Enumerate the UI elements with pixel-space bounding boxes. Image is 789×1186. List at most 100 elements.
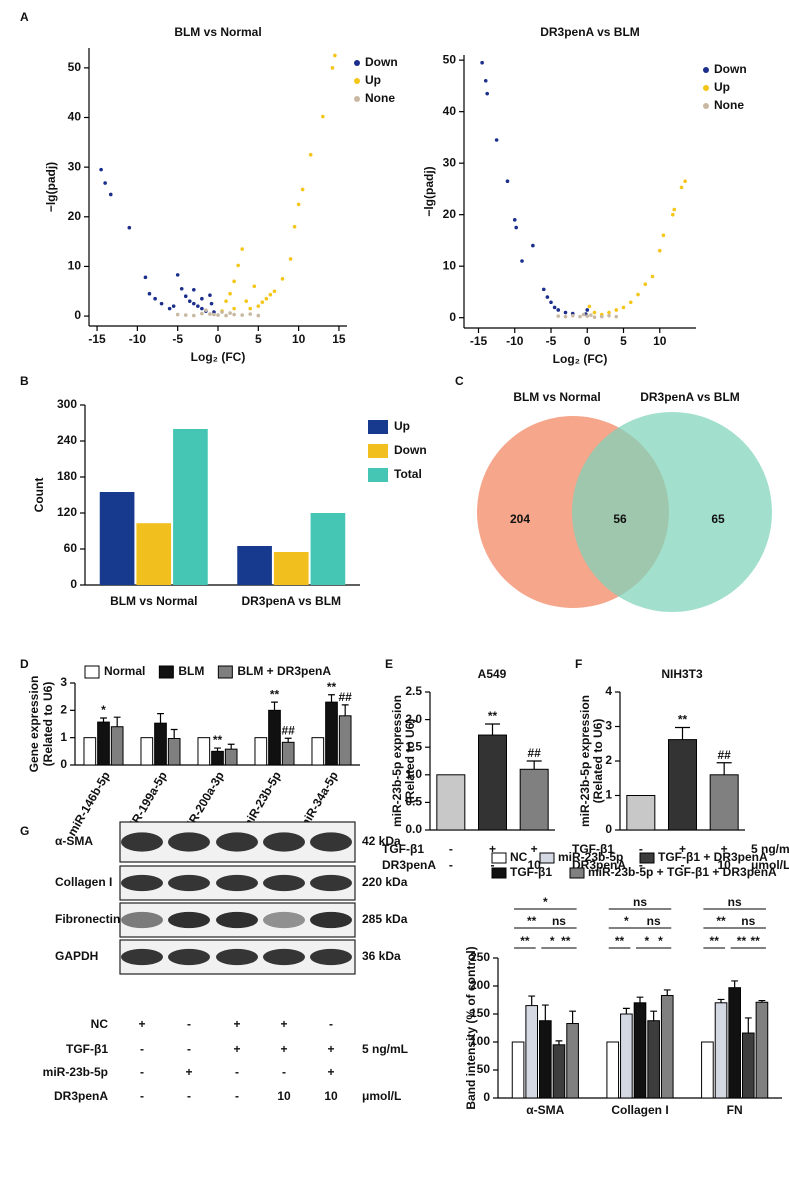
- point: [483, 78, 488, 83]
- y-tick-label: 2: [605, 753, 612, 767]
- significance-label: *: [658, 934, 663, 948]
- y-axis-label: −lg(padj): [44, 162, 58, 212]
- protein-name: α-SMA: [55, 834, 93, 848]
- error-bar: [731, 980, 739, 988]
- protein-size: 285 kDa: [362, 912, 408, 926]
- condition-level: -: [140, 1065, 144, 1079]
- y-tick-label: 20: [443, 207, 457, 221]
- bar: [633, 1002, 647, 1099]
- condition-level: +: [233, 1017, 240, 1031]
- legend-label: Down: [394, 443, 427, 457]
- condition-level: -: [681, 858, 685, 872]
- point: [103, 181, 107, 185]
- significance-label: **: [710, 934, 720, 948]
- protein-size: 42 kDa: [362, 834, 401, 848]
- legend-label: None: [714, 98, 744, 112]
- y-tick-label: 50: [477, 1062, 491, 1076]
- point: [204, 308, 208, 312]
- y-tick-label: 0: [483, 1090, 490, 1104]
- point: [248, 306, 253, 311]
- point: [531, 243, 535, 248]
- panel-label: B: [20, 374, 29, 388]
- point: [563, 314, 568, 319]
- bar: [311, 737, 325, 766]
- x-tick-label: -15: [470, 334, 488, 348]
- blot-band: [121, 832, 163, 852]
- point: [175, 273, 180, 277]
- y-tick-label: 30: [68, 159, 82, 173]
- y-tick-label: 3: [60, 675, 67, 689]
- legend-label: TGF-β1: [510, 865, 552, 879]
- x-tick-label: 0: [215, 332, 222, 346]
- error-bar: [717, 998, 725, 1003]
- point: [552, 305, 557, 310]
- condition-level: +: [531, 842, 538, 856]
- point: [108, 192, 113, 197]
- bar: [237, 546, 272, 585]
- legend-swatch: [569, 867, 585, 879]
- point: [321, 114, 325, 119]
- blot-band: [310, 832, 352, 852]
- point: [643, 282, 648, 287]
- blot-band: [310, 874, 352, 892]
- condition-level: +: [721, 842, 728, 856]
- point: [296, 202, 301, 207]
- y-tick-label: 20: [68, 209, 82, 223]
- bar: [140, 737, 154, 766]
- y-tick-label: 2.5: [405, 684, 422, 698]
- venn-set-label: BLM vs Normal: [513, 390, 600, 404]
- point: [272, 289, 277, 294]
- point: [330, 66, 335, 70]
- significance-label: **: [750, 934, 760, 948]
- condition-unit: 5 ng/mL: [362, 1042, 408, 1056]
- bar: [714, 1002, 728, 1099]
- significance-label: *: [624, 914, 629, 928]
- bar: [566, 1023, 579, 1099]
- x-tick-label: 0: [584, 334, 591, 348]
- condition-name: miR-23b-5p: [43, 1065, 108, 1079]
- y-tick-label: 0: [70, 577, 77, 591]
- error-bar: [113, 716, 121, 727]
- significance-mark: ##: [527, 746, 541, 760]
- point: [683, 179, 687, 183]
- point: [192, 301, 196, 306]
- point: [248, 312, 253, 316]
- condition-name: NC: [91, 1017, 109, 1031]
- point: [244, 299, 249, 303]
- condition-level: -: [282, 1065, 286, 1079]
- legend-swatch: [84, 665, 100, 679]
- point: [288, 257, 293, 261]
- legend-label: Up: [394, 419, 410, 433]
- y-tick-label: 0: [605, 822, 612, 836]
- y-axis-label: −lg(padj): [422, 166, 436, 216]
- error-bar: [650, 1010, 658, 1021]
- legend-swatch: [354, 96, 360, 102]
- y-axis-label: miR-23b-5p expression: [578, 695, 592, 827]
- point: [167, 306, 172, 311]
- bar: [254, 737, 268, 766]
- bar: [110, 726, 124, 766]
- bar: [338, 715, 352, 766]
- point: [196, 304, 200, 308]
- significance-mark: *: [101, 703, 106, 717]
- point: [672, 207, 677, 212]
- point: [621, 305, 626, 310]
- y-tick-label: 40: [443, 104, 457, 118]
- condition-level: 10: [324, 1089, 338, 1103]
- point: [147, 291, 152, 296]
- bar: [511, 1041, 525, 1099]
- point: [232, 306, 236, 311]
- bar: [519, 768, 549, 831]
- y-tick-label: 150: [470, 1006, 490, 1020]
- protein-size: 220 kDa: [362, 875, 408, 889]
- significance-mark: ##: [717, 748, 731, 762]
- condition-level: -: [235, 1089, 239, 1103]
- x-tick-label: DR3penA vs BLM: [241, 594, 341, 608]
- blot-band: [310, 911, 352, 929]
- x-tick-label: 15: [332, 332, 346, 346]
- y-tick-label: 1.5: [405, 739, 422, 753]
- point: [252, 284, 257, 289]
- legend-swatch: [354, 78, 360, 84]
- point: [671, 212, 675, 217]
- legend-swatch: [368, 420, 388, 434]
